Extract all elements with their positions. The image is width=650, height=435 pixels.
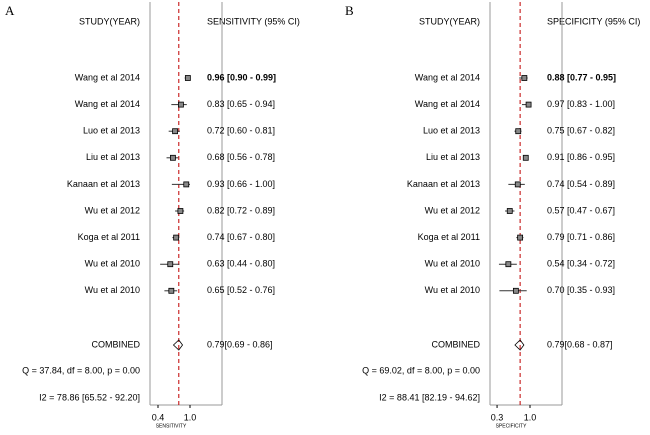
heterogeneity: Q = 37.84, df = 8.00, p = 0.00	[22, 365, 140, 375]
value-label: 0.75 [0.67 - 0.82]	[547, 126, 615, 136]
value-label: 0.79 [0.71 - 0.86]	[547, 232, 615, 242]
value-label: 0.74 [0.54 - 0.89]	[547, 179, 615, 189]
study-name: Wang et al 2014	[75, 72, 140, 82]
point-estimate	[183, 181, 190, 188]
panel-label: A	[5, 3, 15, 18]
combined-label: COMBINED	[91, 339, 140, 349]
point-estimate	[505, 261, 512, 268]
point-estimate	[517, 234, 524, 241]
study-name: Kanaan et al 2013	[67, 179, 140, 189]
study-name: Wu et al 2010	[85, 285, 140, 295]
x-axis-label: SPECIFICITY	[496, 423, 528, 429]
study-header: STUDY(YEAR)	[79, 16, 140, 26]
combined-label: COMBINED	[431, 339, 480, 349]
study-name: Wu et al 2012	[85, 205, 140, 215]
point-estimate	[522, 154, 529, 161]
i2: I2 = 88.41 [82.19 - 94.62]	[379, 392, 480, 402]
value-label: 0.54 [0.34 - 0.72]	[547, 259, 615, 269]
value-label: 0.83 [0.65 - 0.94]	[207, 99, 275, 109]
point-estimate	[173, 234, 180, 241]
study-name: Wu et al 2010	[85, 259, 140, 269]
study-name: Wang et al 2014	[415, 72, 480, 82]
study-name: Wu et al 2010	[425, 259, 480, 269]
point-estimate	[506, 208, 513, 214]
study-name: Wang et al 2014	[415, 99, 480, 109]
point-estimate	[172, 128, 178, 135]
x-tick-label: 1.0	[184, 412, 197, 422]
point-estimate	[521, 75, 528, 81]
study-name: Liu et al 2013	[86, 152, 140, 162]
value-label: 0.88 [0.77 - 0.95]	[547, 72, 616, 82]
value-label: 0.68 [0.56 - 0.78]	[207, 152, 275, 162]
study-name: Liu et al 2013	[426, 152, 480, 162]
study-name: Koga et al 2011	[78, 232, 140, 242]
x-axis-label: SENSITIVITY	[156, 423, 187, 429]
point-estimate	[177, 208, 184, 214]
value-label: 0.93 [0.66 - 1.00]	[207, 179, 275, 189]
value-label: 0.96 [0.90 - 0.99]	[207, 72, 276, 82]
study-name: Wang et al 2014	[75, 99, 140, 109]
point-estimate	[184, 75, 191, 81]
value-label: 0.65 [0.52 - 0.76]	[207, 285, 275, 295]
panel-label: B	[345, 3, 354, 18]
study-name: Koga et al 2011	[418, 232, 480, 242]
value-label: 0.70 [0.35 - 0.93]	[547, 285, 615, 295]
point-estimate	[514, 181, 521, 188]
value-label: 0.97 [0.83 - 1.00]	[547, 99, 615, 109]
point-estimate	[525, 101, 532, 108]
ci-header: SENSITIVITY (95% CI)	[207, 16, 300, 26]
value-label: 0.91 [0.86 - 0.95]	[547, 152, 615, 162]
value-label: 0.72 [0.60 - 0.81]	[207, 126, 275, 136]
value-label: 0.82 [0.72 - 0.89]	[207, 205, 275, 215]
study-name: Luo et al 2013	[83, 126, 140, 136]
combined-diamond	[172, 339, 184, 351]
combined-value-label: 0.79[0.69 - 0.86]	[207, 339, 273, 349]
point-estimate	[178, 101, 184, 108]
point-estimate	[515, 128, 522, 135]
value-label: 0.63 [0.44 - 0.80]	[207, 259, 275, 269]
study-header: STUDY(YEAR)	[419, 16, 480, 26]
study-name: Wu et al 2012	[425, 205, 480, 215]
x-tick-label: 1.0	[524, 412, 537, 422]
i2: I2 = 78.86 [65.52 - 92.20]	[39, 392, 140, 402]
study-name: Kanaan et al 2013	[407, 179, 480, 189]
study-name: Wu et al 2010	[425, 285, 480, 295]
combined-value-label: 0.79[0.68 - 0.87]	[547, 339, 613, 349]
ci-header: SPECIFICITY (95% CI)	[547, 16, 640, 26]
heterogeneity: Q = 69.02, df = 8.00, p = 0.00	[362, 365, 480, 375]
study-name: Luo et al 2013	[423, 126, 480, 136]
point-estimate	[170, 154, 176, 161]
x-tick-label: 0.3	[491, 412, 504, 422]
point-estimate	[512, 287, 519, 294]
combined-diamond	[514, 339, 525, 351]
point-estimate	[167, 261, 174, 268]
value-label: 0.57 [0.47 - 0.67]	[547, 205, 615, 215]
x-tick-label: 0.4	[152, 412, 165, 422]
point-estimate	[168, 287, 175, 294]
value-label: 0.74 [0.67 - 0.80]	[207, 232, 275, 242]
